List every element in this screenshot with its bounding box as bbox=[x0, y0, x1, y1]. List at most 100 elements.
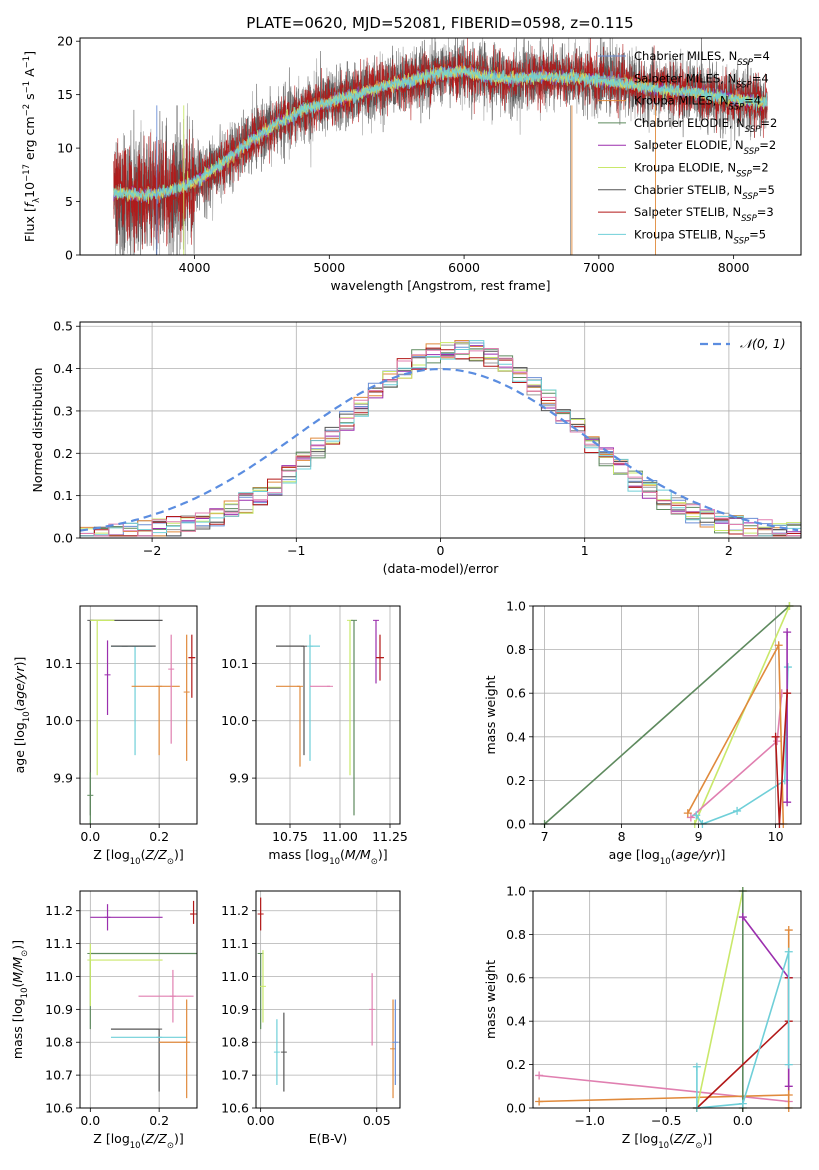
x-axis-label: Z [log10(Z/Z⊙)] bbox=[93, 847, 183, 867]
x-tick-label: 2 bbox=[725, 543, 733, 558]
y-tick-label: 0.6 bbox=[506, 970, 526, 985]
legend-label: Kroupa ELODIE, NSSP=2 bbox=[634, 161, 769, 180]
legend-label: Chabrier ELODIE, NSSP=2 bbox=[634, 116, 777, 135]
data-point bbox=[738, 1099, 747, 1108]
y-tick-label: 20 bbox=[57, 34, 73, 49]
mass-vs-Z-panel: 0.0 0.2 10.6 10.7 10.8 10.9 11.0 11.1 11.2 Z [log… bbox=[10, 890, 198, 1151]
x-axis-label: (data-model)/error bbox=[383, 561, 500, 576]
weight-vs-age-panel: 7 8 9 10 0.0 0.2 0.4 0.6 0.8 1.0 age [log10(age/yr… bbox=[483, 599, 802, 867]
x-tick-label: 4000 bbox=[179, 260, 211, 275]
x-tick-label: 9 bbox=[695, 829, 703, 844]
figure-title: PLATE=0620, MJD=52081, FIBERID=0598, z=0… bbox=[246, 14, 633, 32]
x-tick-label: 5000 bbox=[313, 260, 345, 275]
y-tick-label: 11.0 bbox=[45, 969, 73, 984]
y-axis-label: mass [log10(M/M⊙)] bbox=[10, 940, 30, 1059]
y-tick-label: 9.9 bbox=[229, 771, 249, 786]
x-axis-label: E(B-V) bbox=[309, 1131, 348, 1146]
y-tick-label: 1.0 bbox=[506, 884, 526, 899]
data-point bbox=[783, 689, 792, 698]
normal-curve bbox=[80, 367, 799, 532]
x-tick-label: 0.2 bbox=[149, 829, 169, 844]
weight-series-line bbox=[539, 930, 790, 1108]
y-axis-label: mass weight bbox=[483, 675, 498, 754]
y-tick-label: 10.1 bbox=[221, 656, 249, 671]
y-tick-label: 0.4 bbox=[506, 1014, 526, 1029]
x-axis-label: age [log10(age/yr)] bbox=[609, 847, 726, 867]
y-tick-label: 11.0 bbox=[221, 969, 249, 984]
y-tick-label: 5 bbox=[65, 194, 73, 209]
data-point bbox=[774, 641, 783, 650]
weight-series-line bbox=[696, 890, 744, 1109]
data-point bbox=[683, 809, 692, 818]
data-point bbox=[733, 806, 742, 815]
age-vs-mass-panel: 10.75 11.00 11.25 9.9 10.0 10.1 mass [log10(M/… bbox=[221, 605, 408, 867]
data-point bbox=[692, 811, 701, 820]
y-tick-label: 10.9 bbox=[45, 1002, 73, 1017]
y-tick-label: 0.8 bbox=[506, 642, 526, 657]
weight-vs-Z-panel: −1.0 −0.5 0.0 0.0 0.2 0.4 0.6 0.8 1.0 Z [log10(Z/… bbox=[483, 884, 802, 1151]
data-point bbox=[535, 1097, 544, 1106]
residuals-panel: −2 −1 0 1 2 0.0 0.1 0.2 0.3 0.4 0.5 (data-model)/er… bbox=[30, 319, 802, 576]
spectrum-series-line bbox=[113, 65, 768, 202]
legend-label: 𝒩(0, 1) bbox=[740, 336, 786, 351]
y-tick-label: 0.6 bbox=[506, 686, 526, 701]
mass-vs-ebv-panel: 0.00 0.05 10.6 10.7 10.8 10.9 11.0 11.1 11.2 E(B-… bbox=[221, 890, 401, 1146]
residuals-plot-area bbox=[80, 340, 801, 538]
y-tick-label: 0.5 bbox=[53, 319, 73, 334]
y-tick-label: 10.6 bbox=[221, 1101, 249, 1116]
x-tick-label: −1.0 bbox=[574, 1113, 604, 1128]
y-tick-label: 10.8 bbox=[45, 1035, 73, 1050]
spectrum-plot-area bbox=[113, 38, 768, 255]
weight-series-line bbox=[539, 1074, 789, 1103]
data-point bbox=[784, 1082, 793, 1091]
age-vs-Z-panel: 0.0 0.2 9.9 10.0 10.1 Z [log10(Z/Z⊙)] age [log… bbox=[12, 605, 198, 867]
weight-series-line bbox=[687, 642, 785, 825]
y-tick-label: 0.0 bbox=[506, 817, 526, 832]
x-axis-label: wavelength [Angstrom, rest frame] bbox=[330, 278, 550, 293]
y-tick-label: 10.1 bbox=[45, 656, 73, 671]
y-axis-label: mass weight bbox=[483, 960, 498, 1039]
x-tick-label: −2 bbox=[143, 543, 161, 558]
x-tick-label: 11.00 bbox=[322, 829, 358, 844]
data-point bbox=[692, 1062, 701, 1071]
y-tick-label: 10.8 bbox=[221, 1035, 249, 1050]
residuals-legend: 𝒩(0, 1) bbox=[700, 336, 786, 351]
y-tick-label: 15 bbox=[57, 87, 73, 102]
data-point bbox=[784, 926, 793, 935]
axes-frame bbox=[79, 37, 802, 256]
y-tick-label: 10 bbox=[57, 141, 73, 156]
x-axis-label: mass [log10(M/M⊙)] bbox=[268, 847, 387, 867]
y-tick-label: 0.2 bbox=[506, 1057, 526, 1072]
data-point bbox=[784, 1060, 793, 1069]
x-tick-label: 0.0 bbox=[80, 1113, 100, 1128]
data-point bbox=[535, 1071, 544, 1080]
data-point bbox=[784, 947, 793, 956]
legend-label: Chabrier MILES, NSSP=4 bbox=[634, 49, 770, 68]
y-axis-label: age [log10(age/yr)] bbox=[12, 657, 32, 774]
x-tick-label: 10 bbox=[768, 829, 784, 844]
y-axis-label: Flux [fλ10−17 erg cm−2 s−1 A−1] bbox=[22, 51, 42, 242]
x-tick-label: 7000 bbox=[583, 260, 615, 275]
y-tick-label: 11.1 bbox=[45, 936, 73, 951]
data-point bbox=[773, 737, 782, 746]
x-tick-label: 0.05 bbox=[363, 1113, 391, 1128]
y-tick-label: 0.1 bbox=[53, 488, 73, 503]
y-tick-label: 11.2 bbox=[45, 903, 73, 918]
y-tick-label: 11.2 bbox=[221, 903, 249, 918]
data-point bbox=[783, 798, 792, 807]
x-tick-label: 0 bbox=[437, 543, 445, 558]
y-tick-label: 0.0 bbox=[506, 1101, 526, 1116]
legend-label: Salpeter ELODIE, NSSP=2 bbox=[634, 138, 776, 157]
x-tick-label: 0.00 bbox=[247, 1113, 275, 1128]
legend-label: Salpeter STELIB, NSSP=3 bbox=[634, 205, 774, 224]
y-tick-label: 0.4 bbox=[53, 361, 73, 376]
data-point bbox=[783, 628, 792, 637]
y-tick-label: 0.3 bbox=[53, 403, 73, 418]
histogram-series bbox=[80, 348, 801, 538]
errorbar-plot-area bbox=[87, 619, 196, 824]
x-axis-label: Z [log10(Z/Z⊙)] bbox=[93, 1131, 183, 1151]
weight-series-line bbox=[544, 605, 790, 825]
y-tick-label: 11.1 bbox=[221, 936, 249, 951]
